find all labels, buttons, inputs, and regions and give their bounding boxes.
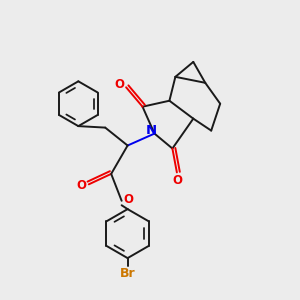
Text: O: O: [172, 174, 182, 187]
Text: N: N: [145, 124, 157, 137]
Text: O: O: [123, 193, 133, 206]
Text: O: O: [115, 78, 124, 91]
Text: Br: Br: [120, 267, 135, 280]
Text: O: O: [76, 179, 86, 192]
